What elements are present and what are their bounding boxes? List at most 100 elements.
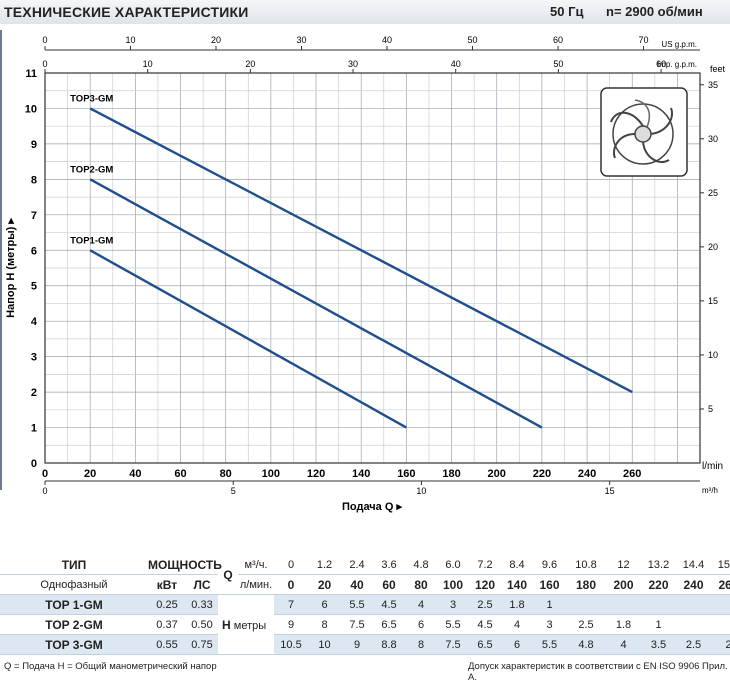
x-tick-label: 120 [307,468,325,480]
series-line-top2-gm [89,178,543,429]
head-value: 7.5 [341,614,374,635]
q-lmin: 20 [308,574,342,595]
head-value [566,594,607,615]
impeller-hub [634,125,652,143]
impeller-icon [600,87,688,177]
m3h-tick-label: 0 [42,486,47,496]
y-tick-label: 6 [31,245,37,257]
imp-gpm-tick-label: 20 [245,59,255,69]
x-tick-label: 40 [129,468,141,480]
x-tick-label: 20 [84,468,96,480]
head-value [641,594,677,615]
feet-tick-label: 5 [708,404,713,414]
head-value [676,594,712,615]
power-kw: 0.55 [148,634,186,655]
speed-label: n= 2900 об/мин [606,4,703,19]
head-value [711,594,730,615]
hp-header: ЛС [186,574,219,595]
x-tick-label: 60 [174,468,186,480]
head-value [676,614,712,635]
us-gpm-tick-label: 60 [553,35,563,45]
q-lmin: 160 [533,574,567,595]
head-value: 6 [501,634,534,655]
head-value: 1 [641,614,677,635]
x-tick-label: 220 [533,468,551,480]
us-gpm-tick-label: 0 [42,35,47,45]
q-label: Q [218,555,239,595]
q-lmin: 200 [606,574,642,595]
head-value: 3.5 [641,634,677,655]
head-value: 3 [533,614,567,635]
head-value: 3 [437,594,470,615]
head-value: 2.5 [469,594,502,615]
head-value: 4 [606,634,642,655]
q-lmin: 120 [469,574,502,595]
head-value: 4.8 [566,634,607,655]
head-value: 2 [711,634,730,655]
q-m3h: 9.6 [533,555,567,575]
head-value [606,594,642,615]
unit-lmin: л/мин. [238,574,275,595]
impeller-disc [612,103,674,165]
table-row: TOP 1-GM 0.25 0.33 H метры 7 6 5.5 4.5 4… [0,594,730,655]
head-value: 4.5 [373,594,406,615]
power-kw: 0.37 [148,614,186,635]
y-tick-label: 5 [31,281,37,293]
imp-gpm-tick-label: 60 [656,59,666,69]
y-tick-label: 0 [31,458,37,470]
q-m3h: 4.8 [405,555,438,575]
q-m3h: 12 [606,555,642,575]
head-value: 4 [405,594,438,615]
phase-label: Однофазный [0,574,148,595]
x-tick-label: 80 [220,468,232,480]
page-title: ТЕХНИЧЕСКИЕ ХАРАКТЕРИСТИКИ [4,4,249,20]
head-value: 1.8 [606,614,642,635]
head-value: 1 [533,594,567,615]
head-value: 7 [274,594,309,615]
x-tick-label: 260 [623,468,641,480]
model-name: TOP 3-GM [0,634,148,655]
y-tick-label: 2 [31,387,37,399]
head-value: 6.5 [469,634,502,655]
y-tick-label: 7 [31,210,37,222]
q-m3h: 1.2 [308,555,342,575]
q-lmin: 220 [641,574,677,595]
head-value: 5.5 [533,634,567,655]
x-unit-label: l/min [702,461,723,472]
head-value: 5.5 [437,614,470,635]
m3h-tick-label: 15 [605,486,615,496]
m3h-tick-label: 10 [416,486,426,496]
imp-gpm-unit: Imp. g.p.m. [657,60,697,69]
q-lmin: 240 [676,574,712,595]
q-m3h: 13.2 [641,555,677,575]
x-tick-label: 140 [352,468,370,480]
q-lmin: 260 [711,574,730,595]
imp-gpm-tick-label: 10 [143,59,153,69]
power-hp: 0.33 [186,594,219,615]
x-tick-label: 160 [397,468,415,480]
table-row: TOP 3-GM 0.55 0.75 10.5 10 9 8.8 8 7.5 6… [0,634,730,655]
series-label: TOP2-GM [70,164,113,175]
us-gpm-tick-label: 20 [211,35,221,45]
feet-unit-label: feet [710,64,726,74]
series-line-top3-gm [89,107,633,394]
q-m3h: 8.4 [501,555,534,575]
q-m3h: 3.6 [373,555,406,575]
col-power-header: МОЩНОСТЬ [148,555,222,575]
head-value: 8 [405,634,438,655]
q-m3h: 7.2 [469,555,502,575]
head-value: 7.5 [437,634,470,655]
col-type-header: ТИП [0,555,148,575]
imp-gpm-tick-label: 40 [451,59,461,69]
us-gpm-unit: US g.p.m. [661,40,697,49]
imp-gpm-tick-label: 0 [42,59,47,69]
feet-tick-label: 35 [708,80,718,90]
model-name: TOP 2-GM [0,614,148,635]
x-tick-label: 200 [488,468,506,480]
left-accent-line [0,30,2,490]
us-gpm-tick-label: 40 [382,35,392,45]
power-hp: 0.50 [186,614,219,635]
h-unit: метры [233,619,267,632]
q-lmin: 140 [501,574,534,595]
